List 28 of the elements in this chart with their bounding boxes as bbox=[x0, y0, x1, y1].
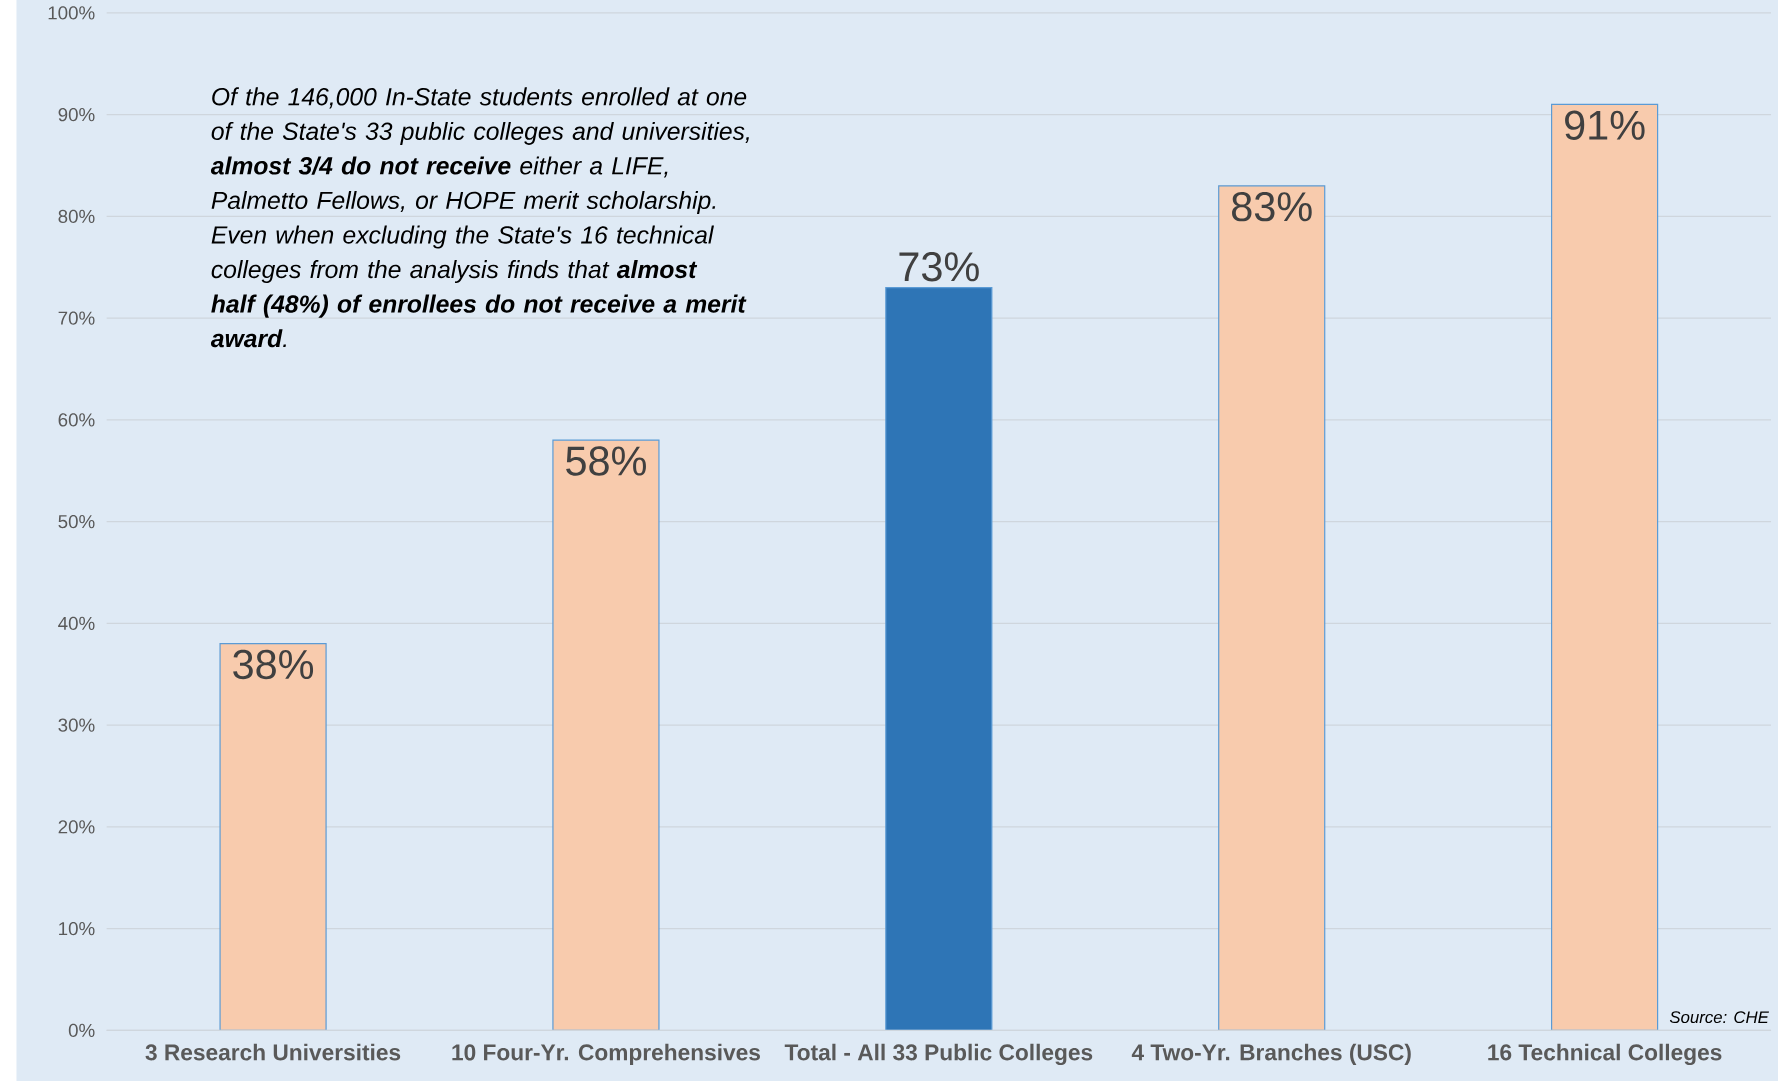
x-tick-label: Total - All 33 Public Colleges bbox=[784, 1043, 1093, 1066]
y-tick-label: 30% bbox=[58, 718, 95, 732]
y-tick-label: 20% bbox=[58, 820, 95, 834]
bar bbox=[885, 287, 993, 1032]
y-tick-label: 0% bbox=[68, 1023, 95, 1038]
data-label: 58% bbox=[566, 446, 646, 476]
y-tick-label: 70% bbox=[58, 311, 95, 325]
annotation: Source: CHE bbox=[1669, 1011, 1769, 1024]
text: Of the 146,000 In-State students enrolled at one of the State's 33 public colleges and universities, almost 3/4 do not receive either a LIFE, Palmetto Fellows, or HOPE merit scholarship. Even when excluding the State's 16 technical colleges from the analysis finds that almost half (48%) of enrollees do not receive a merit award. bbox=[210, 87, 749, 348]
bar bbox=[1218, 185, 1326, 1032]
y-tick-label: 100% bbox=[48, 6, 95, 20]
y-tick-label: 90% bbox=[58, 108, 95, 122]
data-label: 38% bbox=[233, 649, 314, 680]
x-tick-label: 3 Research Universities bbox=[145, 1043, 401, 1061]
x-tick-label: 10 Four-Yr. Comprehensives bbox=[452, 1043, 760, 1065]
data-label: 91% bbox=[1565, 110, 1645, 140]
x-tick-label: 4 Two-Yr. Branches (USC) bbox=[1131, 1043, 1411, 1065]
y-tick-label: 40% bbox=[58, 616, 95, 631]
y-tick-label: 50% bbox=[58, 515, 95, 529]
bar bbox=[219, 643, 327, 1032]
y-tick-label: 80% bbox=[58, 209, 95, 224]
y-tick-label: 10% bbox=[59, 922, 95, 936]
data-label: 83% bbox=[1232, 192, 1312, 222]
data-label: 73% bbox=[899, 252, 979, 282]
y-tick-label: 60% bbox=[58, 413, 95, 427]
bar bbox=[552, 439, 660, 1032]
bar bbox=[1551, 103, 1659, 1032]
x-tick-label: 16 Technical Colleges bbox=[1488, 1043, 1722, 1066]
